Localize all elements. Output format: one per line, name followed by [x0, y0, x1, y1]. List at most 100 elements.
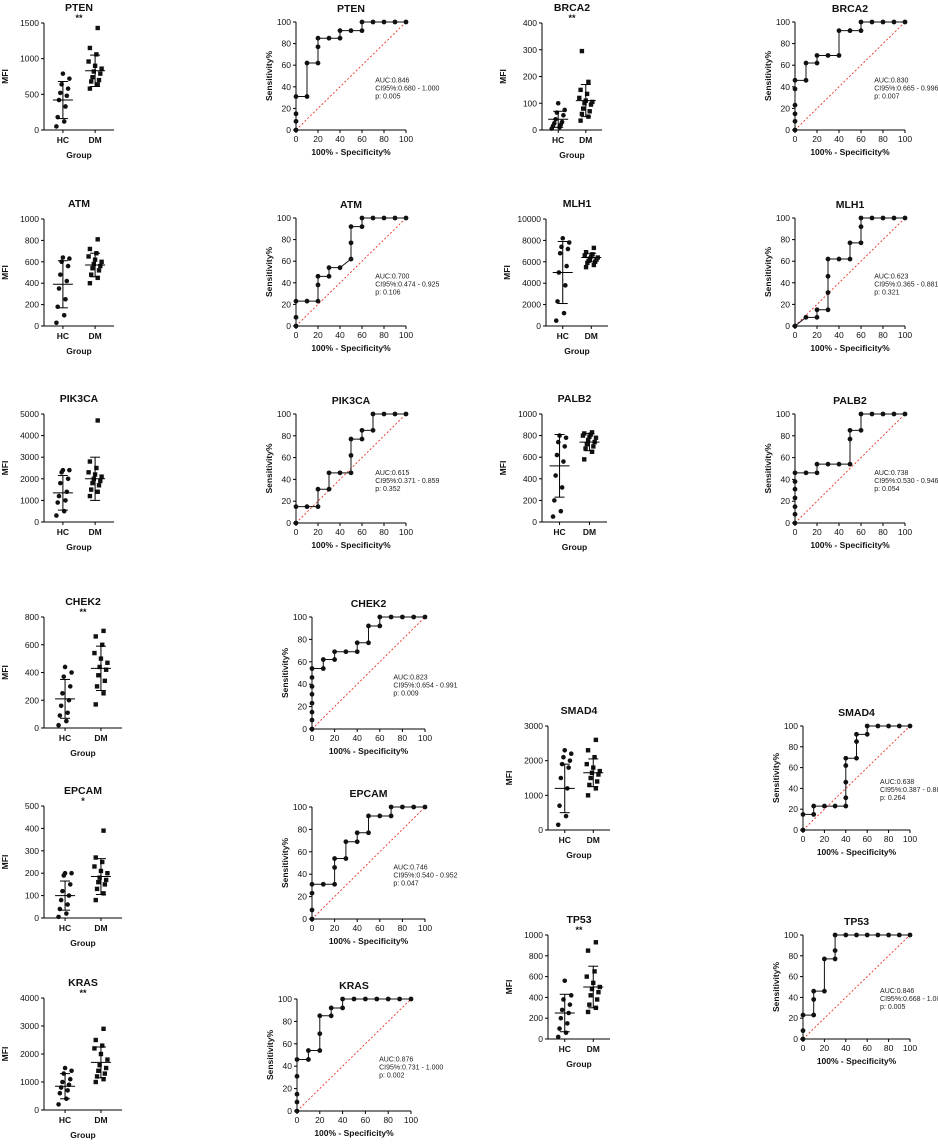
roc-point — [354, 649, 360, 655]
point-hc — [64, 911, 69, 916]
point-hc — [566, 765, 571, 770]
roc-point — [836, 28, 842, 34]
chart-title: PIK3CA — [332, 395, 371, 407]
point-hc — [65, 902, 70, 907]
auc-annotation: AUC:0.846 — [375, 77, 409, 84]
y-tick-label: 20 — [789, 804, 799, 814]
y-tick-label: 60 — [283, 1039, 293, 1049]
y-axis-label: MFI — [504, 771, 514, 786]
point-dm — [584, 91, 590, 97]
y-tick-label: 20 — [298, 892, 308, 902]
roc-point — [792, 479, 798, 484]
point-dm — [103, 667, 109, 672]
p-annotation: p: 0.352 — [375, 486, 400, 493]
roc-point — [332, 865, 337, 870]
point-dm — [99, 259, 104, 264]
y-tick-label: 200 — [25, 695, 39, 705]
x-tick-label: 80 — [878, 330, 888, 340]
y-tick-label: 0 — [287, 1106, 292, 1116]
point-dm — [95, 275, 100, 281]
x-tick-label-hc: HC — [552, 135, 564, 145]
y-tick-label: 80 — [298, 634, 308, 644]
x-axis-label: Group — [66, 542, 92, 552]
chart-title: BRCA2 — [554, 2, 590, 14]
roc-point — [315, 298, 321, 304]
y-tick-label: 2000 — [522, 300, 541, 310]
point-dm — [96, 483, 102, 488]
y-tick-label: 200 — [523, 495, 537, 505]
roc-point — [348, 224, 354, 230]
roc-point — [907, 723, 913, 729]
point-hc — [567, 1002, 573, 1007]
point-hc — [562, 747, 568, 753]
x-axis-label: 100% - Specificity% — [314, 1128, 394, 1138]
roc-point — [843, 795, 849, 801]
x-tick-label: 80 — [878, 527, 888, 537]
chart-title: MLH1 — [563, 198, 592, 210]
point-hc — [558, 508, 564, 514]
roc-point — [803, 314, 809, 320]
y-tick-label: 1000 — [20, 1077, 39, 1087]
y-axis-label: Sensitivity% — [763, 51, 773, 102]
roc-point — [332, 649, 337, 655]
point-dm — [95, 418, 100, 423]
x-tick-label: 100 — [903, 1043, 917, 1053]
roc-point — [864, 731, 870, 737]
x-tick-label: 100 — [399, 330, 413, 340]
point-hc — [567, 758, 573, 763]
roc-point — [825, 256, 831, 262]
roc-point — [294, 1057, 300, 1062]
y-tick-label: 40 — [282, 278, 292, 288]
point-hc — [60, 255, 66, 260]
y-tick-label: 20 — [781, 496, 791, 506]
y-tick-label: 2000 — [20, 1049, 39, 1059]
roc-point — [293, 520, 299, 526]
roc-point — [792, 520, 798, 526]
y-axis-label: MFI — [498, 69, 508, 84]
point-dm — [93, 1079, 98, 1085]
x-tick-label: 40 — [834, 527, 844, 537]
y-tick-label: 40 — [282, 474, 292, 484]
point-dm — [581, 106, 586, 111]
point-hc — [67, 467, 72, 473]
point-dm — [92, 650, 97, 656]
y-tick-label: 200 — [523, 72, 537, 82]
x-tick-label-hc: HC — [559, 1044, 571, 1054]
y-tick-label: 40 — [298, 679, 308, 689]
x-tick-label: 100 — [903, 834, 917, 844]
y-axis-label: MFI — [498, 461, 508, 476]
roc-point — [363, 996, 368, 1002]
dotplot-brca2: BRCA2** 0 100 200 300 400 MFI HC DM Group — [498, 2, 602, 160]
auc-annotation: AUC:0.638 — [880, 779, 914, 786]
roc-point — [326, 35, 332, 41]
significance-marker: ** — [79, 607, 87, 617]
roc-point — [825, 290, 831, 295]
roc-point — [880, 19, 886, 25]
roc-point — [309, 881, 315, 887]
y-tick-label: 40 — [283, 1061, 293, 1071]
x-tick-label: 0 — [310, 923, 315, 933]
y-tick-label: 600 — [523, 452, 537, 462]
roc-point — [337, 470, 343, 476]
roc-point — [294, 1099, 300, 1105]
y-axis-label: Sensitivity% — [280, 838, 290, 889]
point-dm — [94, 465, 99, 471]
y-tick-label: 80 — [789, 742, 799, 752]
roc-point — [792, 495, 798, 501]
y-tick-label: 100 — [278, 994, 292, 1004]
y-tick-label: 60 — [781, 453, 791, 463]
y-tick-label: 800 — [523, 431, 537, 441]
point-dm — [98, 263, 103, 269]
y-tick-label: 40 — [282, 82, 292, 92]
point-hc — [563, 435, 569, 441]
point-dm — [100, 642, 105, 647]
roc-point — [337, 265, 343, 271]
ci-annotation: CI95%:0.668 - 1.000 — [880, 996, 938, 1003]
roc-point — [836, 256, 842, 262]
y-tick-label: 0 — [34, 125, 39, 135]
point-dm — [103, 877, 109, 883]
y-tick-label: 0 — [302, 724, 307, 734]
roc-point — [332, 881, 337, 887]
point-dm — [586, 79, 591, 85]
roc-point — [814, 461, 820, 467]
